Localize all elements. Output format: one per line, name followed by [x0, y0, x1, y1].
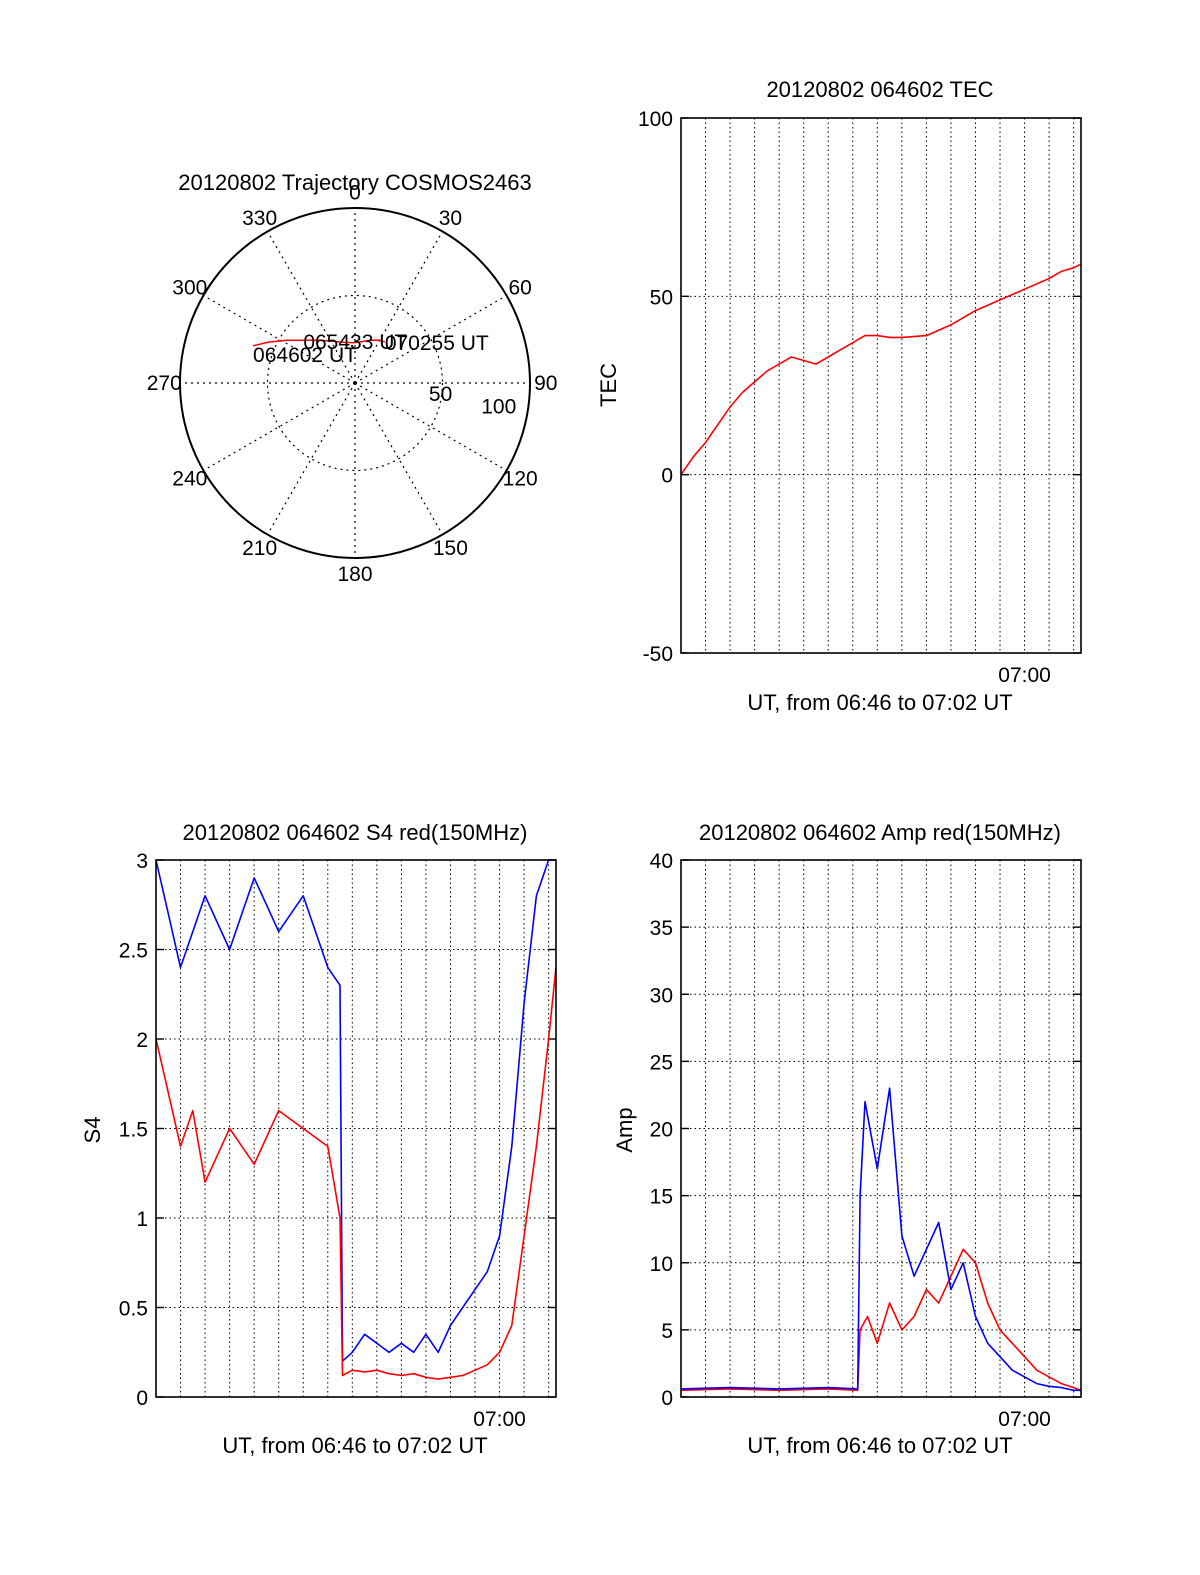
trajectory-title: 20120802 Trajectory COSMOS2463 — [178, 170, 531, 195]
s4-panel: 20120802 064602 S4 red(150MHz) 0 0.5 1 1.5 2… — [80, 820, 557, 1458]
amp-ylabel: Amp — [612, 1107, 637, 1152]
polar-spoke-gridline — [203, 294, 356, 384]
azimuth-tick-label: 300 — [172, 277, 207, 300]
tec-title: 20120802 064602 TEC — [766, 77, 993, 102]
amp-plot-area: 0 5 10 15 20 25 30 35 40 07:00 — [650, 850, 1082, 1431]
y-tick-label: 0 — [661, 1387, 673, 1410]
trajectory-time-annotation: 070255 UT — [385, 332, 489, 355]
y-tick-label: 0 — [661, 465, 673, 488]
data-series-line — [680, 263, 1082, 476]
y-tick-label: 40 — [650, 850, 673, 873]
y-tick-label: 15 — [650, 1186, 673, 1209]
amp-title: 20120802 064602 Amp red(150MHz) — [699, 820, 1061, 845]
tec-xlabel: UT, from 06:46 to 07:02 UT — [747, 690, 1012, 715]
trajectory-panel: 20120802 Trajectory COSMOS2463 0 30 60 90 12… — [147, 170, 558, 586]
azimuth-tick-label: 0 — [349, 181, 361, 204]
y-tick-label: 1 — [136, 1208, 148, 1231]
polar-spoke-gridline — [354, 231, 444, 384]
x-tick-label: 07:00 — [998, 664, 1051, 687]
radius-tick-label: 100 — [481, 396, 516, 419]
y-tick-label: 2 — [136, 1029, 148, 1052]
polar-spoke-gridline — [354, 382, 444, 535]
azimuth-tick-label: 30 — [439, 207, 462, 230]
trajectory-series-line — [252, 339, 386, 347]
y-tick-label: 2.5 — [119, 940, 148, 963]
s4-xlabel: UT, from 06:46 to 07:02 UT — [222, 1433, 487, 1458]
radius-tick-label: 50 — [429, 383, 452, 406]
azimuth-tick-label: 330 — [242, 207, 277, 230]
s4-title: 20120802 064602 S4 red(150MHz) — [183, 820, 528, 845]
tec-panel: 20120802 064602 TEC -50 0 50 100 07:00 UT, f… — [596, 77, 1082, 715]
polar-spoke-gridline — [266, 382, 356, 535]
azimuth-tick-label: 150 — [433, 537, 468, 560]
y-tick-label: 100 — [638, 108, 673, 131]
polar-spoke-gridline — [266, 231, 356, 384]
data-series-line — [155, 859, 556, 1362]
azimuth-tick-label: 180 — [337, 563, 372, 586]
plot-frame — [155, 859, 557, 1398]
polar-spoke-gridline — [354, 294, 507, 384]
y-tick-label: 20 — [650, 1119, 673, 1142]
s4-plot-area: 0 0.5 1 1.5 2 2.5 3 07:00 — [119, 850, 557, 1431]
polar-grid — [179, 207, 531, 559]
tec-plot-area: -50 0 50 100 07:00 — [638, 108, 1082, 687]
y-tick-label: 30 — [650, 984, 673, 1007]
plot-frame — [680, 117, 1082, 654]
y-tick-label: 50 — [650, 286, 673, 309]
y-tick-label: 1.5 — [119, 1119, 148, 1142]
polar-series — [252, 339, 386, 347]
azimuth-tick-label: 270 — [147, 372, 182, 395]
azimuth-tick-label: 210 — [242, 537, 277, 560]
amp-panel: 20120802 064602 Amp red(150MHz) 0 5 10 15 20… — [612, 820, 1082, 1458]
polar-gridline-circle — [266, 294, 444, 472]
x-tick-label: 07:00 — [473, 1408, 526, 1431]
x-tick-label: 07:00 — [998, 1408, 1051, 1431]
data-series-line — [680, 1248, 1082, 1392]
y-tick-label: 0 — [136, 1387, 148, 1410]
trajectory-time-annotation: 065433 UT — [303, 331, 407, 354]
y-tick-label: -50 — [643, 643, 673, 666]
data-series-line — [680, 1087, 1081, 1392]
polar-labels: 0 30 60 90 120 150 180 210 240 270 300 330 50 100 0646… — [147, 181, 558, 586]
y-tick-label: 10 — [650, 1253, 673, 1276]
polar-spoke-gridline — [354, 382, 507, 472]
amp-xlabel: UT, from 06:46 to 07:02 UT — [747, 1433, 1012, 1458]
azimuth-tick-label: 60 — [509, 277, 532, 300]
y-tick-label: 5 — [661, 1320, 673, 1343]
tec-ylabel: TEC — [596, 363, 621, 407]
polar-spoke-gridline — [203, 382, 356, 472]
y-tick-label: 3 — [136, 850, 148, 873]
azimuth-tick-label: 120 — [503, 467, 538, 490]
y-tick-label: 35 — [650, 917, 673, 940]
y-tick-label: 0.5 — [119, 1298, 148, 1321]
y-tick-label: 25 — [650, 1051, 673, 1074]
trajectory-time-annotation: 064602 UT — [253, 344, 357, 367]
s4-ylabel: S4 — [80, 1117, 105, 1144]
azimuth-tick-label: 240 — [172, 467, 207, 490]
data-series-line — [155, 967, 557, 1380]
plot-frame — [680, 859, 1082, 1398]
azimuth-tick-label: 90 — [534, 372, 557, 395]
